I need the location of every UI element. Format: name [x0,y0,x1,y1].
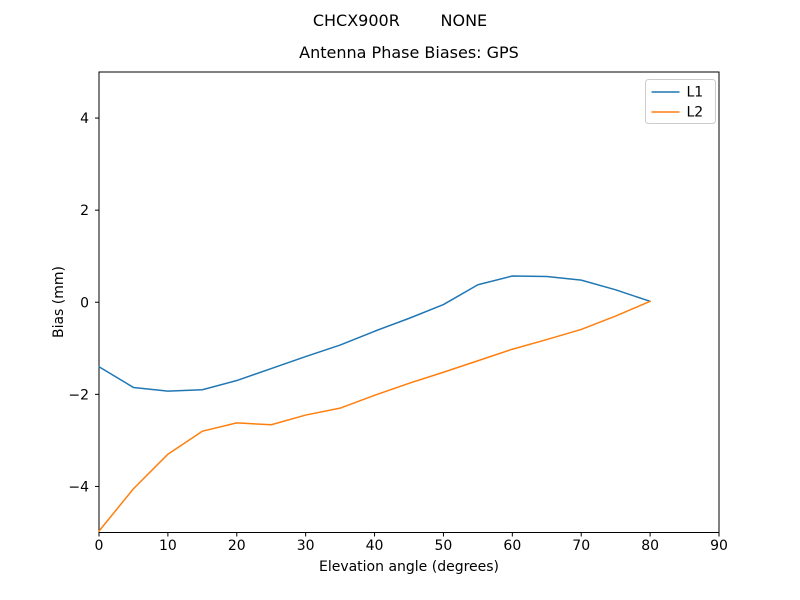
x-tick-label: 60 [503,538,521,554]
x-tick-label: 10 [159,538,177,554]
legend-label-l2: L2 [687,105,704,121]
x-tick-label: 50 [435,538,453,554]
x-tick-label: 20 [228,538,246,554]
series-line-l1 [98,275,651,392]
legend-label-l1: L1 [687,85,704,101]
y-tick-label: −4 [68,479,89,495]
x-axis-label: Elevation angle (degrees) [319,559,499,575]
chart-title: Antenna Phase Biases: GPS [299,43,519,62]
x-tick-label: 70 [572,538,590,554]
y-axis-ticks: −4 −2 0 2 4 [68,111,99,495]
y-tick-label: −2 [68,387,89,403]
x-tick-label: 30 [297,538,315,554]
series-line-l2 [98,300,651,532]
x-tick-label: 90 [710,538,728,554]
plot-series [98,275,651,532]
y-axis-label: Bias (mm) [51,266,67,338]
y-tick-label: 2 [80,203,89,219]
x-tick-label: 0 [95,538,104,554]
x-axis-ticks: 0 10 20 30 40 50 60 70 80 90 [95,532,728,554]
x-tick-label: 40 [366,538,384,554]
figure-suptitle: CHCX900R NONE [312,11,488,30]
y-tick-label: 4 [80,111,89,127]
x-tick-label: 80 [641,538,659,554]
legend-frame [645,79,716,124]
axes-frame [98,71,720,533]
y-tick-label: 0 [80,295,89,311]
